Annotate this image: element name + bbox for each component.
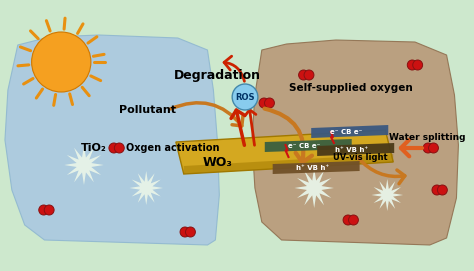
Circle shape <box>44 205 54 215</box>
Text: WO₃: WO₃ <box>202 156 232 169</box>
Text: h⁺ VB h⁺: h⁺ VB h⁺ <box>296 165 329 171</box>
Circle shape <box>39 205 49 215</box>
Text: h⁺ VB h⁺: h⁺ VB h⁺ <box>335 147 368 153</box>
Circle shape <box>180 227 190 237</box>
Circle shape <box>304 70 314 80</box>
Polygon shape <box>64 145 104 185</box>
Text: Self-supplied oxygen: Self-supplied oxygen <box>289 83 412 93</box>
FancyArrowPatch shape <box>171 103 243 126</box>
FancyArrowPatch shape <box>245 110 256 145</box>
Polygon shape <box>372 179 403 211</box>
Circle shape <box>438 185 447 195</box>
Circle shape <box>428 143 438 153</box>
FancyArrowPatch shape <box>264 109 312 162</box>
Circle shape <box>413 60 423 70</box>
Circle shape <box>432 185 442 195</box>
Circle shape <box>185 227 195 237</box>
Polygon shape <box>129 171 163 205</box>
Circle shape <box>114 143 124 153</box>
Circle shape <box>407 60 417 70</box>
Polygon shape <box>294 168 334 208</box>
Text: Water splitting: Water splitting <box>389 134 465 143</box>
Text: e⁻ CB e⁻: e⁻ CB e⁻ <box>288 143 320 149</box>
FancyArrowPatch shape <box>224 56 245 81</box>
Polygon shape <box>176 130 393 174</box>
Text: e⁻ CB e⁻: e⁻ CB e⁻ <box>329 129 362 135</box>
Polygon shape <box>311 125 388 138</box>
Polygon shape <box>273 161 360 174</box>
Polygon shape <box>184 154 393 174</box>
Polygon shape <box>317 143 394 156</box>
Polygon shape <box>5 35 219 245</box>
Text: UV-vis light: UV-vis light <box>333 153 388 163</box>
Circle shape <box>348 215 358 225</box>
FancyArrowPatch shape <box>231 110 245 145</box>
Circle shape <box>109 143 119 153</box>
Circle shape <box>32 32 91 92</box>
Polygon shape <box>252 40 458 245</box>
FancyArrowPatch shape <box>357 157 405 184</box>
FancyArrowPatch shape <box>401 140 422 156</box>
Circle shape <box>343 215 353 225</box>
Circle shape <box>232 84 258 110</box>
Circle shape <box>264 98 274 108</box>
Circle shape <box>299 70 309 80</box>
Circle shape <box>259 98 269 108</box>
Text: ROS: ROS <box>235 92 255 102</box>
Text: Pollutant: Pollutant <box>118 105 175 115</box>
Text: Oxgen activation: Oxgen activation <box>126 143 219 153</box>
Text: TiO₂: TiO₂ <box>81 143 107 153</box>
Text: Degradation: Degradation <box>174 69 261 82</box>
Circle shape <box>423 143 433 153</box>
Polygon shape <box>265 139 352 152</box>
